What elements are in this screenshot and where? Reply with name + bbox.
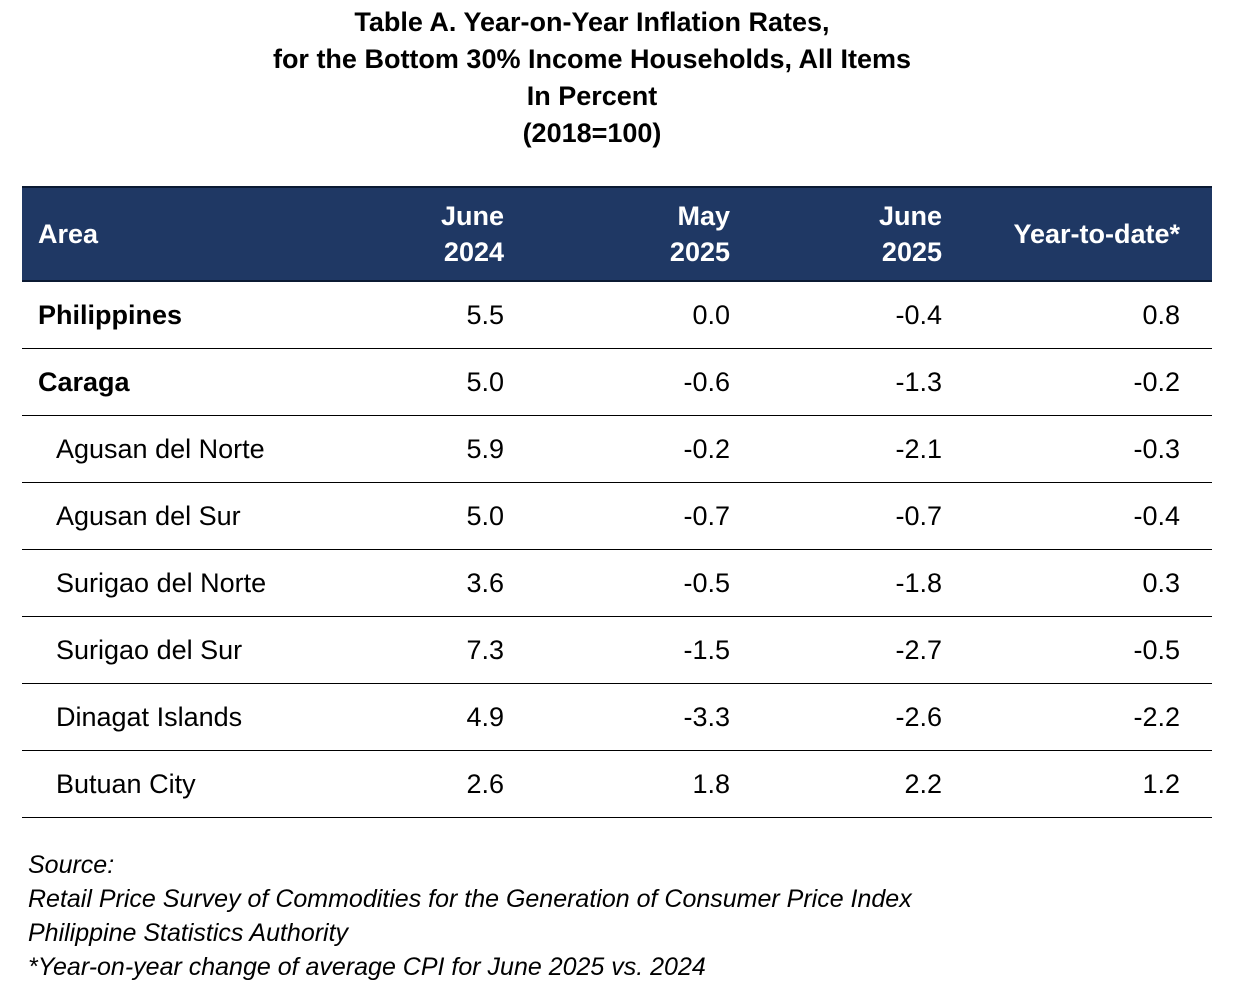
cell-year-to-date: -0.2: [1133, 367, 1180, 397]
cell-year-to-date: -0.4: [1133, 501, 1180, 531]
cell-june-2025: -0.4: [895, 300, 942, 330]
cell-year-to-date: -0.5: [1133, 635, 1180, 665]
cell-may-2025: -0.2: [683, 434, 730, 464]
cell-june-2024: 3.6: [466, 568, 504, 598]
cell-may-2025: 1.8: [692, 769, 730, 799]
header-june-2025-line1: June: [878, 201, 942, 231]
table-row: Agusan del Sur 5.0 -0.7 -0.7 -0.4: [22, 483, 1212, 550]
header-june-2025-line2: 2025: [881, 237, 942, 267]
ytd-note: *Year-on-year change of average CPI for …: [28, 953, 706, 981]
cell-may-2025: -1.5: [683, 635, 730, 665]
cell-june-2025: 2.2: [904, 769, 942, 799]
table-row: Agusan del Norte 5.9 -0.2 -2.1 -0.3: [22, 416, 1212, 483]
header-may-2025-line1: May: [677, 201, 730, 231]
cell-may-2025: -0.6: [683, 367, 730, 397]
row-area: Butuan City: [56, 769, 196, 799]
cell-june-2025: -2.7: [895, 635, 942, 665]
header-june-2025: June 2025: [879, 188, 942, 280]
header-area: Area: [38, 188, 98, 280]
source-label: Source:: [28, 851, 115, 879]
cell-june-2025: -2.1: [895, 434, 942, 464]
row-area: Caraga: [38, 367, 130, 397]
row-area: Agusan del Norte: [56, 434, 265, 464]
cell-june-2024: 5.5: [466, 300, 504, 330]
cell-june-2024: 5.0: [466, 501, 504, 531]
cell-june-2024: 2.6: [466, 769, 504, 799]
cell-june-2025: -1.3: [895, 367, 942, 397]
table-row: Caraga 5.0 -0.6 -1.3 -0.2: [22, 349, 1212, 416]
cell-june-2024: 5.9: [466, 434, 504, 464]
header-area-label: Area: [38, 219, 99, 249]
cell-june-2024: 5.0: [466, 367, 504, 397]
row-area: Agusan del Sur: [56, 501, 241, 531]
footnotes: Source: Retail Price Survey of Commoditi…: [28, 848, 912, 984]
cell-year-to-date: 1.2: [1142, 769, 1180, 799]
header-year-to-date: Year-to-date*: [1013, 188, 1180, 280]
cell-june-2025: -2.6: [895, 702, 942, 732]
inflation-table: Area June 2024 May 2025 June 2025 Year-t…: [22, 186, 1212, 818]
cell-june-2024: 4.9: [466, 702, 504, 732]
header-june-2024-line2: 2024: [443, 237, 504, 267]
source-line-1: Retail Price Survey of Commodities for t…: [28, 885, 912, 913]
header-year-to-date-label: Year-to-date*: [1013, 219, 1180, 249]
table-row: Surigao del Sur 7.3 -1.5 -2.7 -0.5: [22, 617, 1212, 684]
cell-june-2025: -0.7: [895, 501, 942, 531]
cell-may-2025: -3.3: [683, 702, 730, 732]
header-may-2025-line2: 2025: [669, 237, 730, 267]
source-line-2: Philippine Statistics Authority: [28, 919, 349, 947]
row-area: Surigao del Sur: [56, 635, 243, 665]
cell-june-2024: 7.3: [466, 635, 504, 665]
header-june-2024: June 2024: [441, 188, 504, 280]
row-area: Surigao del Norte: [56, 568, 267, 598]
row-area: Dinagat Islands: [56, 702, 243, 732]
cell-year-to-date: 0.8: [1142, 300, 1180, 330]
table-row: Philippines 5.5 0.0 -0.4 0.8: [22, 282, 1212, 349]
cell-june-2025: -1.8: [895, 568, 942, 598]
title-line-2: for the Bottom 30% Income Households, Al…: [272, 44, 912, 74]
table-title: Table A. Year-on-Year Inflation Rates, f…: [0, 4, 1184, 152]
header-june-2024-line1: June: [440, 201, 504, 231]
row-area: Philippines: [38, 300, 183, 330]
title-line-4: (2018=100): [522, 118, 662, 148]
cell-year-to-date: 0.3: [1142, 568, 1180, 598]
cell-year-to-date: -2.2: [1133, 702, 1180, 732]
table-row: Dinagat Islands 4.9 -3.3 -2.6 -2.2: [22, 684, 1212, 751]
header-may-2025: May 2025: [670, 188, 730, 280]
cell-may-2025: 0.0: [692, 300, 730, 330]
table-row: Butuan City 2.6 1.8 2.2 1.2: [22, 751, 1212, 818]
cell-may-2025: -0.5: [683, 568, 730, 598]
cell-may-2025: -0.7: [683, 501, 730, 531]
table-row: Surigao del Norte 3.6 -0.5 -1.8 0.3: [22, 550, 1212, 617]
cell-year-to-date: -0.3: [1133, 434, 1180, 464]
title-line-1: Table A. Year-on-Year Inflation Rates,: [354, 7, 830, 37]
table-header: Area June 2024 May 2025 June 2025 Year-t…: [22, 186, 1212, 282]
title-line-3: In Percent: [526, 81, 658, 111]
